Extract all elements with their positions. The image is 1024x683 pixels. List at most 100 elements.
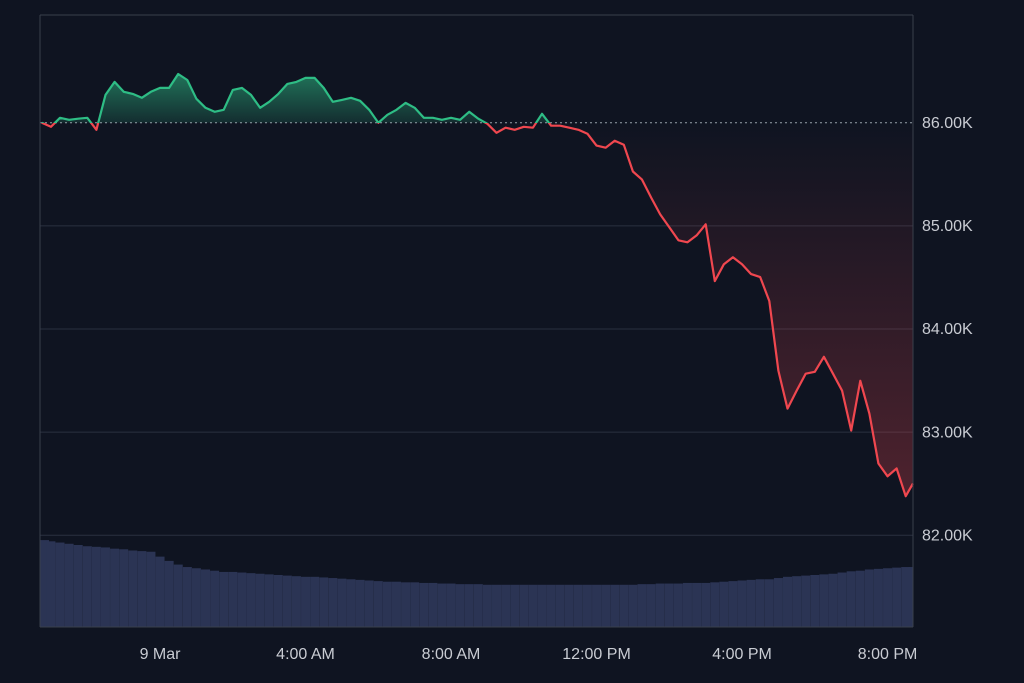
volume-bar <box>883 568 893 627</box>
volume-bar <box>282 575 292 627</box>
volume-bar <box>146 551 156 627</box>
volume-bar <box>692 582 702 627</box>
volume-bar <box>792 576 802 627</box>
volume-bar <box>582 584 592 627</box>
volume-bar <box>137 551 147 627</box>
volume-bar <box>373 581 383 627</box>
volume-bar <box>855 570 865 627</box>
volume-bar <box>64 543 74 627</box>
volume-bar <box>801 575 811 627</box>
volume-bar <box>828 573 838 627</box>
volume-bar <box>100 547 110 627</box>
volume-bar <box>564 584 574 627</box>
volume-bar <box>40 540 49 627</box>
volume-bar <box>492 584 502 627</box>
price-line <box>41 72 914 498</box>
volume-bar <box>273 574 283 627</box>
volume-bar <box>328 578 338 627</box>
volume-bar <box>419 582 429 627</box>
y-tick-label: 82.00K <box>922 527 973 544</box>
volume-bar <box>219 571 229 627</box>
volume-bar <box>908 567 913 627</box>
volume-bar <box>746 579 756 627</box>
volume-bar <box>355 579 365 627</box>
volume-bar <box>301 576 311 627</box>
volume-bar <box>110 548 120 627</box>
volume-bar <box>546 584 556 627</box>
volume-bar <box>628 584 638 627</box>
volume-bar <box>728 581 738 627</box>
volume-bar <box>819 574 829 627</box>
y-tick-label: 86.00K <box>922 115 973 132</box>
volume-bar <box>555 584 565 627</box>
volume-bar <box>810 574 820 627</box>
volume-bar <box>655 583 665 627</box>
x-tick-label: 8:00 PM <box>858 646 918 663</box>
volume-bar <box>501 584 511 627</box>
y-tick-label: 85.00K <box>922 218 973 235</box>
volume-bar <box>528 584 538 627</box>
volume-bar <box>892 567 902 627</box>
volume-bar <box>737 580 747 627</box>
volume-bar <box>682 582 692 627</box>
volume-bar <box>401 582 411 627</box>
y-tick-label: 83.00K <box>922 424 973 441</box>
volume-bar <box>755 579 765 627</box>
volume-bar <box>346 579 356 627</box>
volume-bar <box>846 571 856 627</box>
volume-bar <box>764 579 774 627</box>
volume-bar <box>428 582 438 627</box>
volume-bar <box>210 570 220 627</box>
volume-bar <box>537 584 547 627</box>
volume-bar <box>364 580 374 627</box>
volume-bar <box>337 578 347 627</box>
volume-bar <box>264 574 274 627</box>
volume-bar <box>773 578 783 627</box>
volume-bar <box>864 569 874 627</box>
volume-bar <box>710 582 720 627</box>
x-tick-label: 12:00 PM <box>562 646 630 663</box>
volume-bar <box>255 573 265 627</box>
y-tick-label: 84.00K <box>922 321 973 338</box>
volume-bar <box>719 581 729 627</box>
volume-bar <box>201 569 211 627</box>
volume-bar <box>382 581 392 627</box>
volume-bar <box>228 571 238 627</box>
volume-bar <box>128 550 138 627</box>
volume-bar <box>573 584 583 627</box>
volume-bar <box>701 582 711 627</box>
volume-bar <box>410 582 420 627</box>
volume-bar <box>519 584 529 627</box>
volume-bar <box>82 546 92 627</box>
volume-bar <box>173 564 183 627</box>
volume-bar <box>437 583 447 627</box>
volume-bar <box>246 573 256 627</box>
volume-bar <box>637 584 647 627</box>
volume-bar <box>510 584 520 627</box>
volume-bar <box>73 544 83 627</box>
volume-bar <box>601 584 611 627</box>
volume-bar <box>155 556 165 627</box>
volume-bar <box>164 560 174 627</box>
x-tick-label: 8:00 AM <box>422 646 481 663</box>
volume-bar <box>837 572 847 627</box>
volume-bar <box>310 576 320 627</box>
volume-bar <box>119 549 129 627</box>
volume-bar <box>46 541 56 627</box>
volume-bar <box>901 567 911 627</box>
volume-bar <box>391 581 401 627</box>
volume-bar <box>610 584 620 627</box>
volume-bar <box>783 576 793 627</box>
area-up <box>41 74 913 123</box>
volume-bar <box>446 583 456 627</box>
x-tick-label: 9 Mar <box>140 646 182 663</box>
volume-bar <box>646 584 656 627</box>
volume-bar <box>191 568 201 627</box>
volume-bar <box>319 577 329 627</box>
volume-bar <box>91 546 101 627</box>
area-down <box>41 122 913 497</box>
volume-bar <box>619 584 629 627</box>
volume-bar <box>482 584 492 627</box>
